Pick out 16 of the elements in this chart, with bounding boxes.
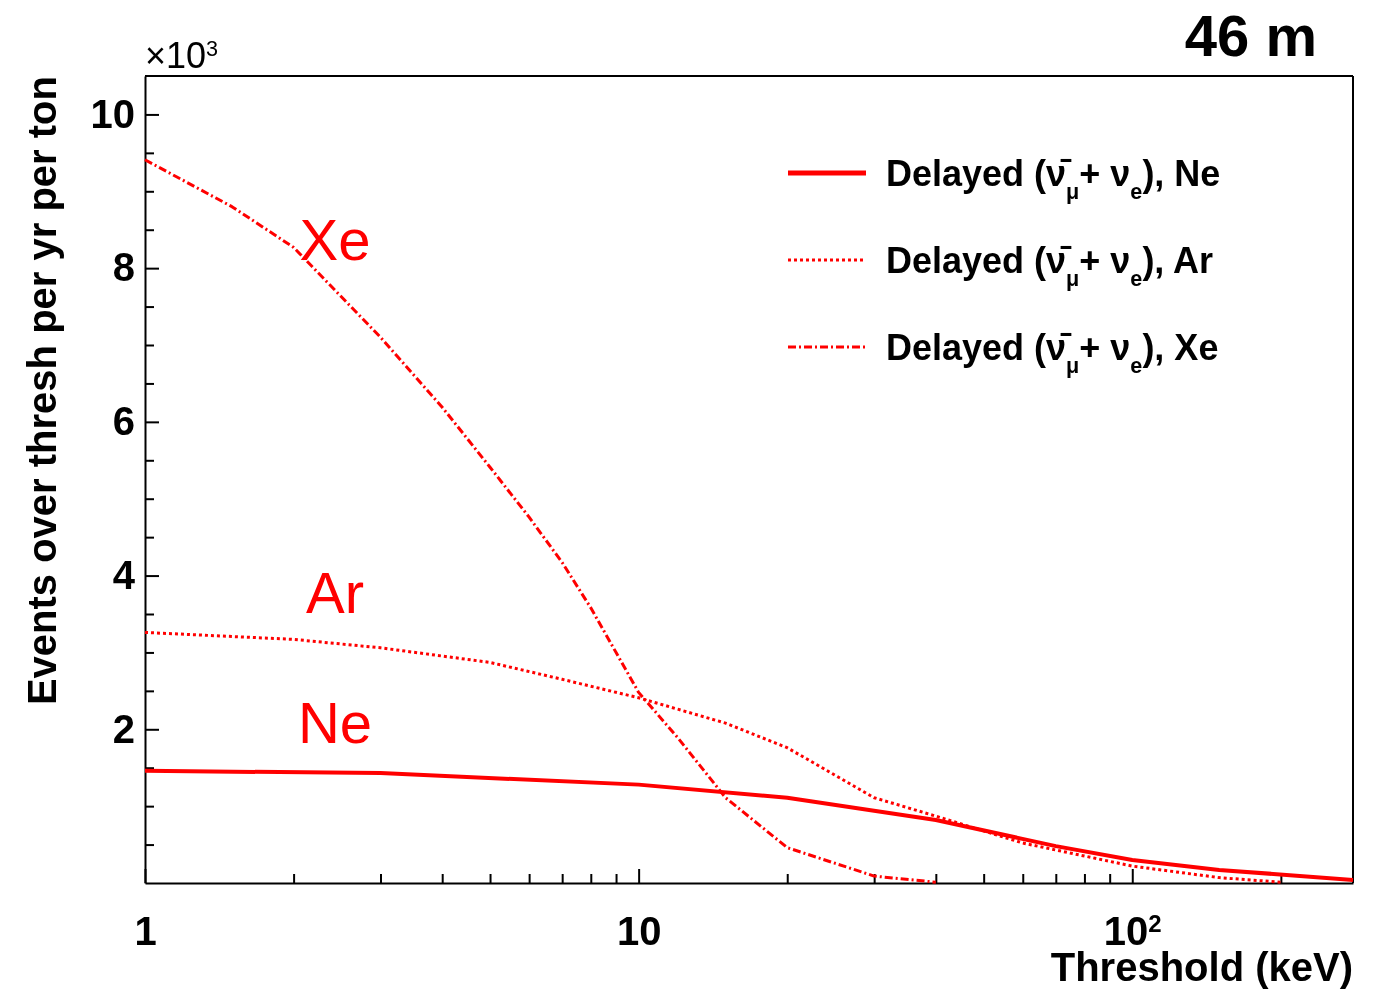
y-tick-label: 10 (90, 91, 135, 136)
annotation: Xe (299, 207, 371, 273)
annotation: Ne (297, 689, 373, 755)
chart-title: 46 m (1184, 3, 1317, 68)
y-tick-label: 4 (112, 552, 136, 597)
text: ×10$^{3}$ (145, 35, 219, 76)
legend-label: Delayed (ν̄$_{μ}$+ ν$_{e}$), Xe (886, 327, 1219, 378)
y-tick-label: 2 (112, 706, 135, 751)
y-tick-label: 8 (112, 245, 135, 290)
annotation: Ar (306, 560, 364, 626)
legend-label: Delayed (ν̄$_{μ}$+ ν$_{e}$), Ne (886, 153, 1221, 204)
y-tick-label: 6 (112, 399, 135, 444)
x-tick-label: 1 (134, 909, 157, 953)
y-axis-title: Events over thresh per yr per ton (20, 76, 64, 706)
x-tick-label: 10 (616, 909, 662, 953)
legend-label: Delayed (ν̄$_{μ}$+ ν$_{e}$), Ar (886, 240, 1214, 291)
